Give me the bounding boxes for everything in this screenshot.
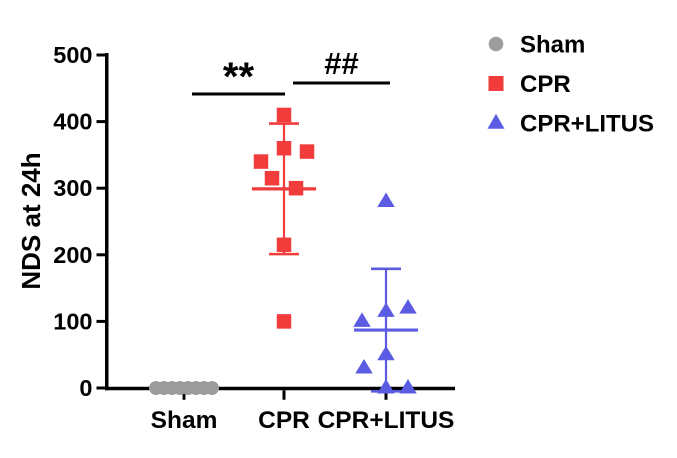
data-point (205, 381, 219, 395)
data-point (377, 345, 395, 361)
data-point (276, 107, 292, 123)
data-point (276, 314, 292, 329)
significance-label: ## (324, 46, 358, 81)
data-point (399, 379, 417, 394)
x-category-label: Sham (151, 407, 218, 434)
legend-label: CPR (520, 71, 571, 98)
legend-triangle-icon (487, 113, 505, 129)
legend-circle-icon (488, 36, 504, 52)
data-point (276, 140, 292, 156)
legend-square-icon (488, 76, 504, 91)
data-point (355, 359, 373, 374)
legend-label: CPR+LITUS (520, 111, 654, 138)
data-point (353, 312, 371, 327)
y-axis-title: NDS at 24h (16, 152, 46, 289)
significance-label: ** (223, 55, 255, 99)
data-point (299, 144, 315, 159)
y-tick-label: 100 (53, 308, 92, 334)
data-point (377, 379, 395, 394)
y-tick-label: 300 (53, 175, 92, 201)
data-point (264, 170, 280, 186)
y-tick-label: 200 (53, 242, 92, 268)
data-point (288, 180, 304, 196)
data-point (276, 237, 292, 253)
y-tick-label: 500 (53, 42, 92, 68)
data-point (377, 302, 395, 317)
y-tick-label: 400 (53, 109, 92, 135)
data-point (377, 192, 395, 208)
data-point (253, 154, 269, 169)
x-category-label: CPR+LITUS (318, 407, 455, 434)
y-tick-label: 0 (79, 375, 92, 401)
x-category-label: CPR (258, 407, 310, 434)
data-point (399, 299, 417, 314)
legend-label: Sham (520, 32, 585, 59)
